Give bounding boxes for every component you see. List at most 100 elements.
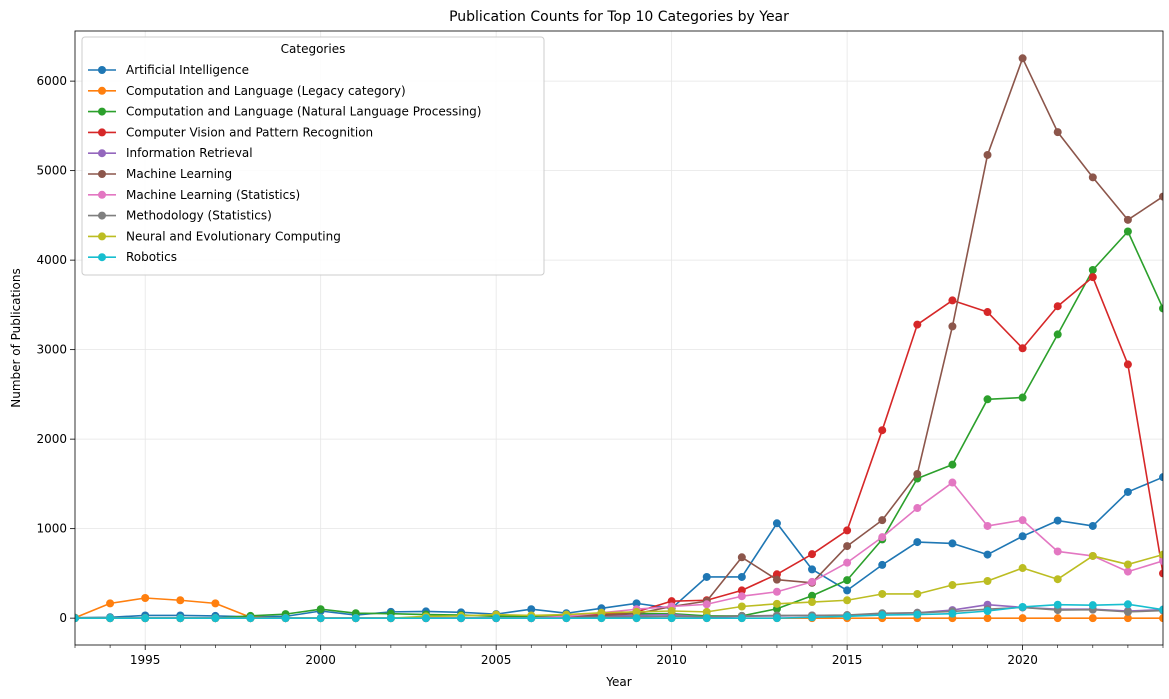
y-tick-label: 6000	[36, 74, 67, 88]
data-point	[737, 572, 746, 581]
data-point	[1018, 54, 1027, 63]
data-point	[316, 614, 325, 623]
left-margin	[0, 0, 75, 699]
data-point	[1018, 614, 1027, 623]
data-point	[1088, 521, 1097, 530]
data-point	[632, 599, 641, 608]
data-point	[983, 521, 992, 530]
legend-marker	[98, 128, 106, 137]
data-point	[106, 599, 115, 608]
right-margin	[1163, 0, 1169, 699]
data-point	[737, 592, 746, 601]
series-layer	[71, 54, 1167, 623]
data-point	[1018, 602, 1027, 611]
data-point	[878, 533, 887, 542]
data-point	[1123, 560, 1132, 569]
legend-marker	[98, 211, 106, 220]
data-point	[948, 296, 957, 305]
data-point	[843, 558, 852, 567]
data-point	[1053, 600, 1062, 609]
data-point	[1053, 302, 1062, 311]
legend-item: Machine Learning (Statistics)	[88, 188, 300, 202]
data-point	[983, 577, 992, 586]
data-point	[983, 550, 992, 559]
data-point	[808, 550, 817, 559]
data-point	[1053, 575, 1062, 584]
data-point	[176, 614, 185, 623]
data-point	[211, 614, 220, 623]
data-point	[772, 575, 781, 584]
legend-label: Machine Learning (Statistics)	[126, 188, 300, 202]
data-point	[1088, 614, 1097, 623]
series-line	[75, 603, 1164, 619]
data-point	[948, 460, 957, 469]
chart-title: Publication Counts for Top 10 Categories…	[449, 9, 789, 25]
x-tick-label: 2000	[305, 653, 336, 667]
data-point	[667, 606, 676, 615]
legend-item: Methodology (Statistics)	[88, 209, 272, 223]
legend-box	[81, 36, 545, 276]
data-point	[1123, 614, 1132, 623]
data-point	[1053, 516, 1062, 525]
data-point	[808, 598, 817, 607]
data-point	[772, 614, 781, 623]
data-point	[1018, 393, 1027, 402]
data-point	[843, 576, 852, 585]
legend-item: Robotics	[88, 250, 177, 264]
data-point	[106, 614, 115, 623]
data-point	[1018, 516, 1027, 525]
legend-marker	[98, 86, 106, 95]
data-point	[737, 586, 746, 595]
y-tick-label: 4000	[36, 253, 67, 267]
data-point	[1018, 344, 1027, 353]
data-point	[281, 614, 290, 623]
data-point	[1123, 567, 1132, 576]
legend-item: Computation and Language (Legacy categor…	[88, 84, 406, 98]
data-point	[878, 516, 887, 525]
legend-item: Information Retrieval	[88, 146, 253, 160]
data-point	[737, 553, 746, 562]
data-point	[737, 614, 746, 623]
data-point	[878, 426, 887, 435]
legend-title: Categories	[281, 42, 346, 56]
y-tick-label: 1000	[36, 522, 67, 536]
bottom-margin	[75, 645, 1163, 699]
data-point	[1053, 614, 1062, 623]
y-tick-label: 3000	[36, 343, 67, 357]
x-tick-label: 2015	[832, 653, 863, 667]
data-point	[1123, 487, 1132, 496]
data-point	[632, 614, 641, 623]
data-point	[878, 560, 887, 569]
data-point	[562, 614, 571, 623]
data-point	[843, 542, 852, 551]
data-point	[948, 609, 957, 618]
data-point	[913, 320, 922, 329]
data-point	[246, 614, 255, 623]
x-tick-label: 2005	[481, 653, 512, 667]
legend-label: Computation and Language (Natural Langua…	[126, 105, 481, 119]
legend-marker	[98, 170, 106, 178]
x-tick-label: 2010	[656, 653, 687, 667]
legend-label: Methodology (Statistics)	[126, 209, 272, 223]
data-point	[527, 605, 536, 614]
legend-item: Neural and Evolutionary Computing	[88, 229, 341, 243]
data-point	[983, 308, 992, 317]
series-10	[71, 600, 1167, 623]
data-point	[1123, 607, 1132, 616]
x-tick-label: 2020	[1007, 653, 1038, 667]
data-point	[667, 614, 676, 623]
data-point	[737, 602, 746, 611]
legend-marker	[98, 253, 106, 262]
data-point	[772, 519, 781, 528]
data-point	[1018, 564, 1027, 573]
legend-label: Computer Vision and Pattern Recognition	[126, 125, 373, 139]
legend: Categories Artificial Intelligence Computa…	[81, 36, 545, 276]
data-point	[702, 572, 711, 581]
x-axis-label: Year	[605, 675, 631, 689]
data-point	[1123, 600, 1132, 609]
data-point	[702, 600, 711, 609]
data-point	[808, 613, 817, 622]
data-point	[808, 577, 817, 586]
